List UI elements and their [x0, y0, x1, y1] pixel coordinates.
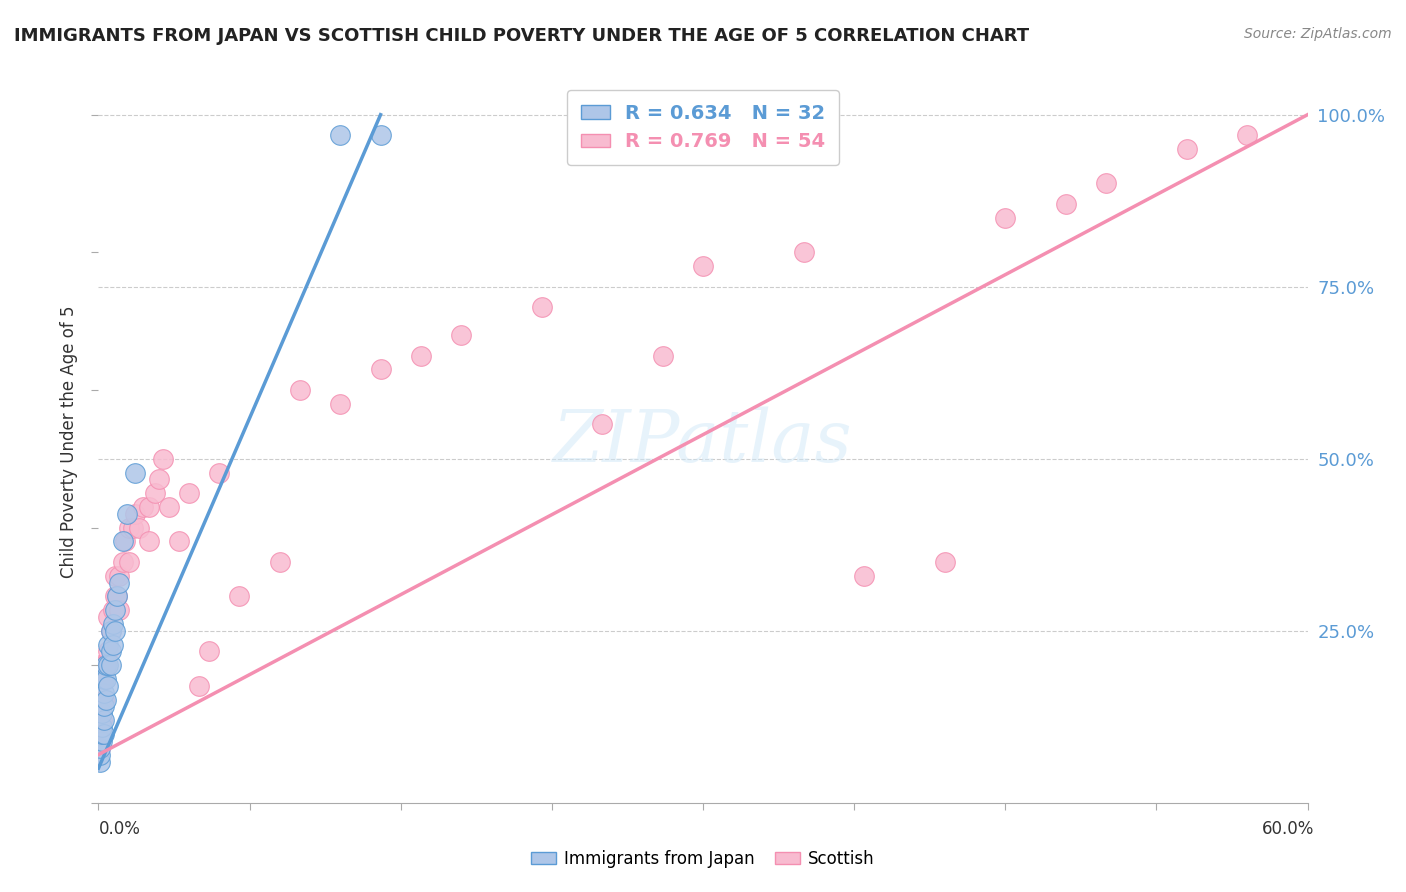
Point [370, 362, 392, 376]
Point [167, 534, 190, 549]
Point [107, 575, 129, 590]
Point [114, 534, 136, 549]
Point [93, 686, 115, 700]
Point [1175, 142, 1198, 156]
Legend: Immigrants from Japan, Scottish: Immigrants from Japan, Scottish [524, 844, 882, 875]
Point [96, 658, 118, 673]
Point [124, 466, 146, 480]
Point [97, 658, 120, 673]
Text: IMMIGRANTS FROM JAPAN VS SCOTTISH CHILD POVERTY UNDER THE AGE OF 5 CORRELATION C: IMMIGRANTS FROM JAPAN VS SCOTTISH CHILD … [14, 27, 1029, 45]
Point [93, 658, 115, 673]
Point [105, 590, 128, 604]
Point [793, 245, 815, 260]
Point [91, 727, 114, 741]
Point [103, 624, 125, 638]
Point [132, 500, 155, 514]
Point [198, 644, 221, 658]
Point [269, 555, 291, 569]
Point [157, 500, 180, 514]
Point [128, 520, 150, 534]
Point [138, 534, 160, 549]
Text: 60.0%: 60.0% [1263, 820, 1315, 838]
Text: 0.0%: 0.0% [98, 820, 141, 838]
Point [97, 679, 120, 693]
Point [93, 727, 115, 741]
Point [103, 568, 125, 582]
Point [93, 692, 115, 706]
Point [100, 624, 122, 638]
Point [530, 301, 553, 315]
Point [93, 672, 115, 686]
Point [100, 658, 122, 673]
Point [103, 590, 125, 604]
Point [100, 624, 122, 638]
Y-axis label: Child Poverty Under the Age of 5: Child Poverty Under the Age of 5 [59, 305, 77, 578]
Point [329, 128, 352, 143]
Point [101, 616, 124, 631]
Point [101, 638, 124, 652]
Point [409, 349, 432, 363]
Point [105, 590, 128, 604]
Point [91, 713, 114, 727]
Point [208, 466, 231, 480]
Point [91, 720, 114, 734]
Point [100, 644, 122, 658]
Point [121, 520, 143, 534]
Point [994, 211, 1017, 225]
Point [228, 590, 250, 604]
Point [93, 713, 115, 727]
Point [1095, 177, 1118, 191]
Legend: R = 0.634   N = 32, R = 0.769   N = 54: R = 0.634 N = 32, R = 0.769 N = 54 [567, 90, 839, 165]
Point [111, 555, 134, 569]
Point [651, 349, 673, 363]
Text: Source: ZipAtlas.com: Source: ZipAtlas.com [1244, 27, 1392, 41]
Point [89, 755, 111, 769]
Point [1236, 128, 1258, 143]
Point [96, 658, 118, 673]
Point [91, 706, 114, 721]
Point [89, 658, 111, 673]
Point [91, 672, 114, 686]
Point [96, 692, 118, 706]
Point [450, 327, 472, 342]
Point [148, 472, 170, 486]
Point [118, 520, 141, 534]
Point [692, 259, 714, 273]
Point [370, 128, 392, 143]
Point [97, 644, 120, 658]
Point [107, 568, 129, 582]
Point [107, 603, 129, 617]
Point [188, 679, 211, 693]
Point [96, 672, 118, 686]
Point [103, 603, 125, 617]
Point [288, 383, 311, 397]
Point [118, 555, 141, 569]
Point [89, 740, 111, 755]
Point [89, 747, 111, 762]
Point [93, 699, 115, 714]
Point [89, 740, 111, 755]
Point [115, 507, 138, 521]
Point [152, 451, 174, 466]
Point [853, 568, 876, 582]
Point [124, 507, 146, 521]
Text: ZIPatlas: ZIPatlas [553, 406, 853, 477]
Point [91, 734, 114, 748]
Point [111, 534, 134, 549]
Point [97, 638, 120, 652]
Point [138, 500, 160, 514]
Point [97, 610, 120, 624]
Point [934, 555, 956, 569]
Point [1054, 197, 1077, 211]
Point [101, 603, 124, 617]
Point [329, 397, 352, 411]
Point [591, 417, 613, 432]
Point [143, 486, 166, 500]
Point [179, 486, 201, 500]
